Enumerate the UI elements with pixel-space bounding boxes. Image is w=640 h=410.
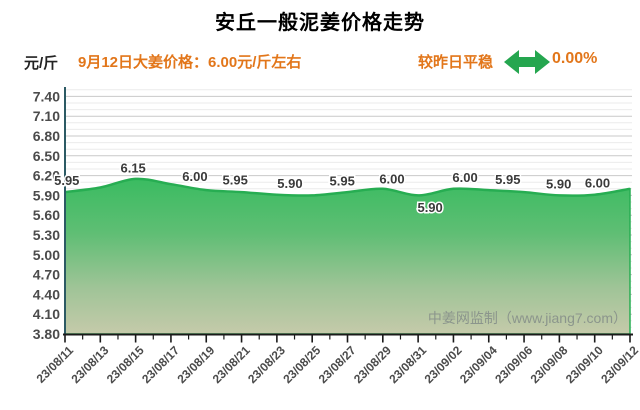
x-tick-label: 23/08/31 [386, 343, 429, 386]
trend-percent: 0.00% [552, 50, 598, 67]
y-axis-unit-label: 元/斤 [24, 55, 59, 72]
left-right-arrow-icon [504, 50, 550, 74]
point-value-label: 5.90 [417, 200, 442, 215]
x-tick-label: 23/08/17 [139, 343, 182, 386]
x-tick-label: 23/08/15 [104, 343, 147, 386]
x-tick-label: 23/08/23 [245, 343, 288, 386]
point-value-label: 5.90 [546, 176, 571, 191]
x-tick-label: 23/09/12 [598, 343, 640, 386]
x-tick-label: 23/08/11 [34, 343, 77, 386]
point-value-label: 6.15 [120, 161, 145, 176]
y-tick-label: 7.40 [33, 88, 60, 104]
chart-title: 安丘一般泥姜价格走势 [215, 12, 425, 34]
x-tick-label: 23/09/04 [457, 343, 500, 386]
trend-status-label: 较昨日平稳 [418, 54, 494, 71]
y-tick-label: 4.70 [33, 267, 60, 283]
x-tick-label: 23/09/10 [563, 343, 606, 386]
point-labels: 5.95 6.15 6.00 5.95 5.90 5.95 6.00 5.90 6.00 5.95… [53, 159, 612, 217]
point-value-label: 6.00 [379, 172, 404, 187]
x-tick-label: 23/08/19 [174, 343, 217, 386]
y-tick-label: 7.10 [33, 108, 60, 124]
current-price-text: 9月12日大姜价格：6.00元/斤左右 [78, 54, 302, 71]
x-tick-label: 23/08/25 [280, 343, 323, 386]
x-tick-label: 23/08/21 [210, 343, 253, 386]
y-tick-label: 5.00 [33, 247, 60, 263]
y-tick-label: 6.80 [33, 128, 60, 144]
y-tick-label: 6.20 [33, 168, 60, 184]
point-value-label: 6.00 [585, 175, 610, 190]
point-value-label: 5.95 [330, 174, 355, 189]
point-value-label: 5.90 [277, 176, 302, 191]
price-line [64, 177, 631, 197]
point-value-label: 5.95 [223, 173, 248, 188]
point-value-label: 5.95 [54, 173, 79, 188]
y-tick-label: 4.40 [33, 286, 60, 302]
point-value-label: 6.00 [182, 169, 207, 184]
y-tick-label: 5.60 [33, 207, 60, 223]
y-tick-label: 3.80 [33, 326, 60, 342]
y-tick-label: 4.10 [33, 306, 60, 322]
x-axis-labels: 23/08/1123/08/1323/08/1523/08/1723/08/19… [34, 343, 640, 386]
y-axis-labels: 7.40 7.10 6.80 6.50 6.20 5.90 5.60 5.30 5.00 4.70… [33, 88, 60, 342]
y-tick-label: 5.90 [33, 187, 60, 203]
x-tick-label: 23/08/29 [351, 343, 394, 386]
x-tick-label: 23/09/02 [422, 343, 465, 386]
watermark-text: 中姜网监制（www.jiang7.com） [428, 310, 627, 326]
y-tick-label: 6.50 [33, 148, 60, 164]
x-tick-label: 23/09/06 [492, 343, 535, 386]
x-tick-label: 23/09/08 [528, 343, 571, 386]
x-tick-label: 23/08/13 [68, 343, 111, 386]
y-tick-label: 5.30 [33, 227, 60, 243]
point-value-label: 5.95 [495, 172, 520, 187]
point-value-label: 6.00 [452, 170, 477, 185]
x-axis-ticks [64, 335, 631, 343]
x-tick-label: 23/08/27 [316, 343, 359, 386]
